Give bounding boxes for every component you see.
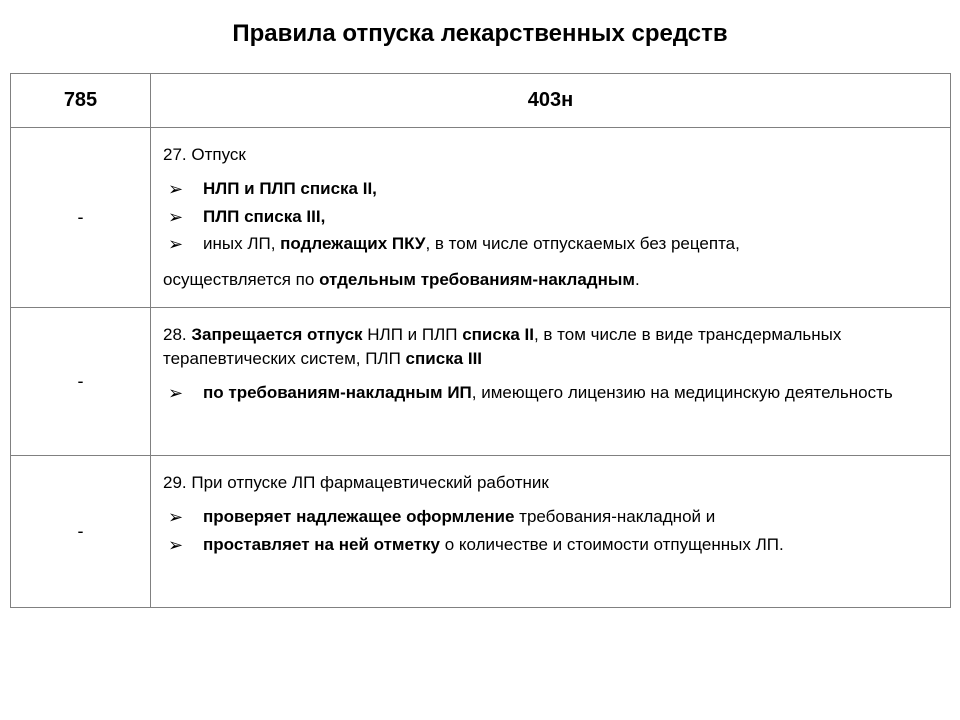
lead-text: 27. Отпуск: [163, 143, 935, 167]
header-cell-right: 403н: [151, 74, 951, 128]
seg-bold: проставляет на ней отметку: [203, 535, 445, 554]
seg-bold: по требованиям-накладным ИП: [203, 383, 472, 402]
list-item: проставляет на ней отметку о количестве …: [163, 533, 935, 557]
tail-text: осуществляется по отдельным требованиям-…: [163, 268, 935, 292]
list-item: ПЛП списка III,: [163, 205, 935, 229]
list-item: по требованиям-накладным ИП, имеющего ли…: [163, 381, 935, 405]
seg-bold: списка III: [406, 349, 482, 368]
lead-text: 29. При отпуске ЛП фармацевтический рабо…: [163, 471, 935, 495]
page: Правила отпуска лекарственных средств 78…: [0, 0, 960, 720]
header-cell-left: 785: [11, 74, 151, 128]
bold-text: ПЛП списка III,: [203, 207, 325, 226]
cell-right: 28. Запрещается отпуск НЛП и ПЛП списка …: [151, 307, 951, 455]
seg-bold: Запрещается отпуск: [191, 325, 367, 344]
cell-right: 27. Отпуск НЛП и ПЛП списка II, ПЛП спис…: [151, 128, 951, 308]
page-title: Правила отпуска лекарственных средств: [10, 20, 950, 48]
plain-text: , в том числе отпускаемых без рецепта,: [425, 234, 739, 253]
cell-right: 29. При отпуске ЛП фармацевтический рабо…: [151, 456, 951, 608]
plain-text: осуществляется по: [163, 270, 319, 289]
plain-text: иных ЛП,: [203, 234, 280, 253]
seg-bold: проверяет надлежащее оформление: [203, 507, 519, 526]
seg: 28.: [163, 325, 191, 344]
plain-text: .: [635, 270, 640, 289]
comparison-table: 785 403н - 27. Отпуск НЛП и ПЛП списка I…: [10, 73, 951, 608]
cell-left: -: [11, 128, 151, 308]
table-row: - 27. Отпуск НЛП и ПЛП списка II, ПЛП сп…: [11, 128, 951, 308]
list-item: проверяет надлежащее оформление требован…: [163, 505, 935, 529]
table-row: - 29. При отпуске ЛП фармацевтический ра…: [11, 456, 951, 608]
bold-text: НЛП и ПЛП списка II,: [203, 179, 377, 198]
spacer: [163, 569, 935, 593]
table-row: - 28. Запрещается отпуск НЛП и ПЛП списк…: [11, 307, 951, 455]
list-item: иных ЛП, подлежащих ПКУ, в том числе отп…: [163, 232, 935, 256]
cell-left: -: [11, 307, 151, 455]
bold-text: подлежащих ПКУ: [280, 234, 425, 253]
bullet-list: по требованиям-накладным ИП, имеющего ли…: [163, 381, 935, 405]
list-item: НЛП и ПЛП списка II,: [163, 177, 935, 201]
seg: о количестве и стоимости отпущенных ЛП.: [445, 535, 784, 554]
bold-text: отдельным требованиям-накладным: [319, 270, 635, 289]
seg: НЛП и ПЛП: [367, 325, 462, 344]
bullet-list: проверяет надлежащее оформление требован…: [163, 505, 935, 557]
spacer: [163, 416, 935, 440]
seg: требования-накладной и: [519, 507, 715, 526]
seg: , имеющего лицензию на медицинскую деяте…: [472, 383, 893, 402]
lead-text: 28. Запрещается отпуск НЛП и ПЛП списка …: [163, 323, 935, 371]
seg-bold: списка II: [462, 325, 534, 344]
bullet-list: НЛП и ПЛП списка II, ПЛП списка III, ины…: [163, 177, 935, 256]
table-header-row: 785 403н: [11, 74, 951, 128]
cell-left: -: [11, 456, 151, 608]
